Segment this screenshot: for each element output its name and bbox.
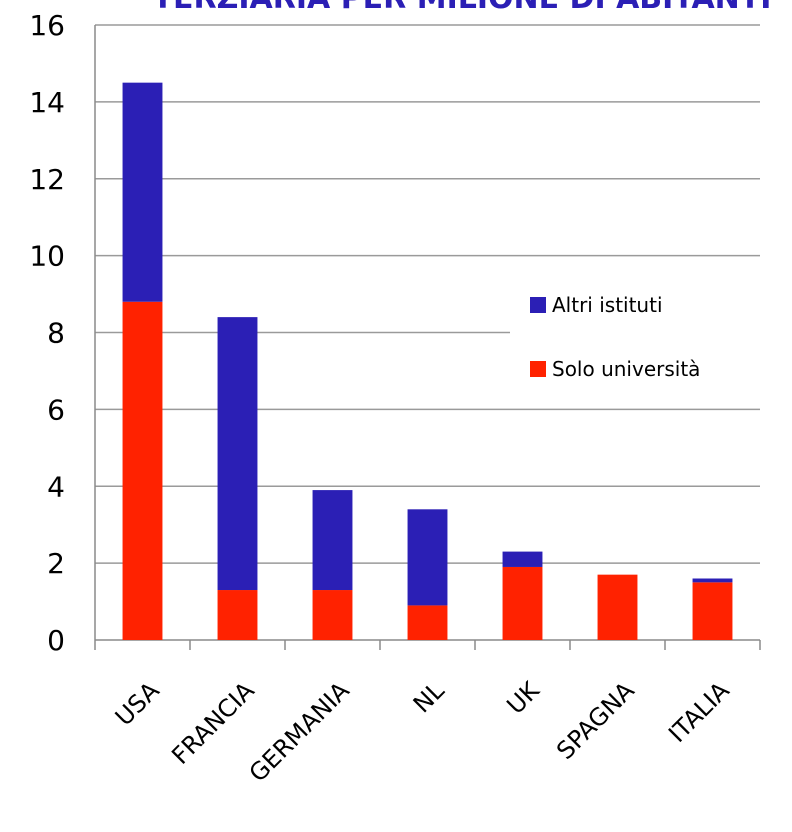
bar-segment — [502, 551, 543, 567]
bar-segment — [122, 301, 163, 640]
bars — [122, 82, 733, 640]
bar-segment — [217, 317, 258, 591]
legend-swatch — [530, 361, 546, 377]
y-tick-label: 10 — [29, 240, 65, 273]
x-tick-label: FRANCIA — [166, 676, 260, 770]
y-tick-labels: 0 2 4 6 8 10 12 14 16 — [29, 9, 65, 657]
y-tick-label: 6 — [47, 393, 65, 426]
y-tick-label: 2 — [47, 547, 65, 580]
x-tick-label: ITALIA — [663, 676, 735, 748]
bar-segment — [502, 566, 543, 640]
bar-segment — [407, 605, 448, 640]
bar-segment — [692, 582, 733, 640]
x-tick-label: USA — [110, 676, 165, 731]
bar-segment — [122, 82, 163, 302]
y-tick-label: 8 — [47, 317, 65, 350]
bar-segment — [312, 590, 353, 640]
bar-segment — [407, 509, 448, 606]
y-tick-label: 12 — [29, 163, 65, 196]
y-tick-label: 14 — [29, 86, 65, 119]
bar-segment — [597, 574, 638, 640]
y-tick-label: 4 — [47, 470, 65, 503]
bar-segment — [692, 578, 733, 583]
x-tick-label: NL — [408, 676, 450, 718]
legend: Altri istituti Solo università — [530, 293, 700, 381]
y-tick-label: 0 — [47, 624, 65, 657]
x-tick-label: UK — [501, 676, 545, 720]
bar-segment — [217, 590, 258, 640]
legend-swatch — [530, 297, 546, 313]
chart-title: TERZIARIA PER MILIONE DI ABITANTI — [153, 0, 772, 16]
bar-segment — [312, 490, 353, 591]
x-tick-label: GERMANIA — [244, 676, 355, 787]
legend-label: Solo università — [552, 357, 700, 381]
y-tick-label: 16 — [29, 9, 65, 42]
x-tick-label: SPAGNA — [551, 676, 640, 765]
legend-label: Altri istituti — [552, 293, 663, 317]
legend-background — [510, 285, 760, 395]
gridlines — [95, 24, 760, 564]
